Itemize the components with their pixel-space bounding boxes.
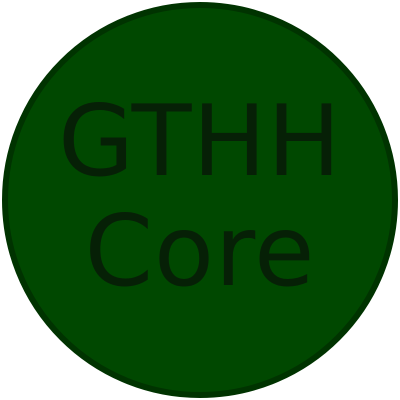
badge-title-line-2: Core (84, 195, 316, 309)
badge-title-line-1: GTHH (58, 85, 342, 199)
